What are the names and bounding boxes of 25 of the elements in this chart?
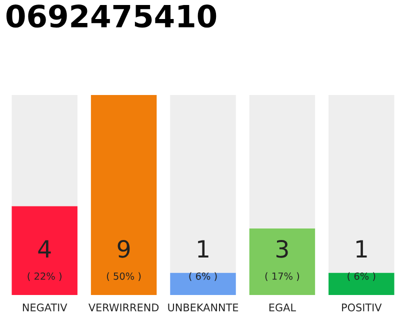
- bar: [170, 272, 236, 295]
- bar: [170, 95, 236, 273]
- chart-title: 0692475410: [6, 4, 216, 28]
- data-label: 4: [38, 240, 51, 258]
- bar: [90, 95, 157, 295]
- annotation: ( 6% ): [189, 272, 217, 281]
- x-tick-label: NEGATIV: [22, 304, 68, 312]
- bar: [12, 206, 78, 295]
- x-tick-label: VERWIRREND: [88, 304, 159, 312]
- bar: [12, 95, 78, 206]
- annotation: ( 50% ): [106, 272, 141, 281]
- annotation: ( 17% ): [265, 272, 300, 281]
- bar: [328, 272, 394, 295]
- annotation: ( 22% ): [28, 272, 62, 281]
- bar: [249, 228, 316, 295]
- x-tick-label: UNBEKANNTE: [168, 304, 238, 312]
- bar: [328, 95, 394, 273]
- x-tick-label: POSITIV: [342, 304, 382, 312]
- x-tick-label: EGAL: [269, 304, 296, 312]
- data-label: 9: [118, 240, 130, 258]
- annotation: ( 6% ): [348, 272, 376, 281]
- data-label: 1: [356, 240, 367, 258]
- bar: [249, 95, 316, 228]
- data-label: 1: [198, 240, 208, 258]
- data-label: 3: [276, 240, 288, 258]
